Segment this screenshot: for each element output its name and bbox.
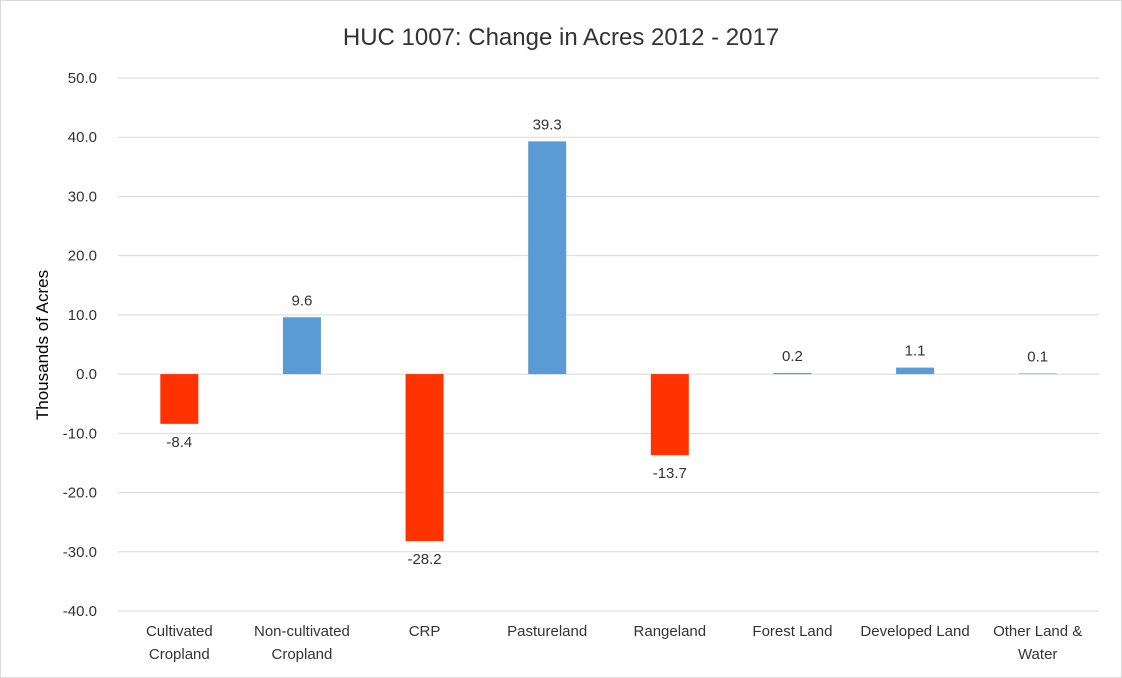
data-label: -8.4 <box>166 434 192 451</box>
y-tick-labels: 50.0 40.0 30.0 20.0 10.0 0.0 -10.0 -20.0 -30.0 -4… <box>63 70 97 620</box>
category-label-line: Forest Land <box>752 623 832 640</box>
category-label-line: Developed Land <box>860 623 969 640</box>
y-tick-label: -10.0 <box>63 425 97 442</box>
category-label: Other Land & Water <box>993 623 1082 663</box>
category-label: Developed Land <box>860 623 969 640</box>
category-label-line: Rangeland <box>634 623 707 640</box>
category-label-line: Non-cultivated <box>254 623 350 640</box>
data-label: 9.6 <box>292 292 313 309</box>
bar <box>160 374 199 424</box>
y-tick-label: 10.0 <box>68 307 97 324</box>
category-label-line: Other Land & <box>993 623 1082 640</box>
y-axis-label: Thousands of Acres <box>33 270 52 420</box>
data-label: 39.3 <box>533 116 562 133</box>
data-label: 0.1 <box>1027 349 1048 366</box>
y-tick-label: 20.0 <box>68 248 97 265</box>
y-tick-label: 40.0 <box>68 129 97 146</box>
category-label: Rangeland <box>634 623 707 640</box>
category-label-line: Cropland <box>149 646 210 663</box>
data-label: 1.1 <box>905 343 926 360</box>
category-label: Pastureland <box>507 623 587 640</box>
category-label-line: CRP <box>409 623 441 640</box>
y-tick-label: -30.0 <box>63 544 97 561</box>
category-label: CRP <box>409 623 441 640</box>
category-label-line: Cropland <box>272 646 333 663</box>
y-tick-label: 30.0 <box>68 188 97 205</box>
category-label-line: Pastureland <box>507 623 587 640</box>
category-label-line: Cultivated <box>146 623 213 640</box>
category-label: Forest Land <box>752 623 832 640</box>
category-label: Non-cultivated Cropland <box>254 623 350 663</box>
category-labels: Cultivated Cropland Non-cultivated Cropland… <box>146 623 1082 663</box>
bar <box>773 372 812 375</box>
category-label-line: Water <box>1018 646 1057 663</box>
y-tick-label: 0.0 <box>76 366 97 383</box>
y-tick-label: -20.0 <box>63 485 97 502</box>
category-label: Cultivated Cropland <box>146 623 213 663</box>
chart-title: HUC 1007: Change in Acres 2012 - 2017 <box>343 24 779 51</box>
data-labels: -8.4 9.6 -28.2 39.3 -13.7 0.2 1.1 0.1 <box>166 116 1048 568</box>
y-tick-label: 50.0 <box>68 70 97 87</box>
bar <box>1018 373 1057 375</box>
data-label: -28.2 <box>407 551 441 568</box>
bar <box>528 141 567 375</box>
data-label: 0.2 <box>782 348 803 365</box>
bar <box>282 317 321 375</box>
bar <box>896 367 935 375</box>
bars <box>160 141 1057 542</box>
bar <box>650 374 689 456</box>
y-tick-label: -40.0 <box>63 603 97 620</box>
gridlines <box>118 77 1099 612</box>
data-label: -13.7 <box>653 465 687 482</box>
bar <box>405 374 444 542</box>
